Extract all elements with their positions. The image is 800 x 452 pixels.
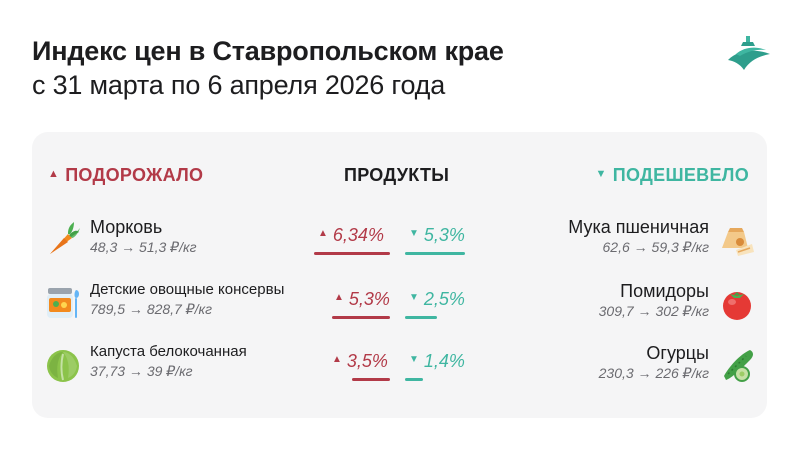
increased-item: Детские овощные консервы 789,5 → 828,7 ₽… <box>90 280 284 318</box>
carrot-icon <box>50 222 80 254</box>
increase-bar <box>332 316 390 319</box>
price-change: 37,73 → 39 ₽/кг <box>90 363 193 379</box>
page-title: Индекс цен в Ставропольском крае <box>32 36 504 66</box>
price-change: 48,3 → 51,3 ₽/кг <box>90 239 197 255</box>
triangle-up-icon: ▲ <box>318 228 328 239</box>
tomato-icon <box>723 292 751 320</box>
flour-icon <box>722 228 754 256</box>
triangle-up-icon: ▲ <box>334 292 344 303</box>
increased-column-header: ▲ ПОДОРОЖАЛО <box>48 164 203 186</box>
product-name: Мука пшеничная <box>568 217 709 237</box>
products-column-header: ПРОДУКТЫ <box>344 164 449 186</box>
products-label: ПРОДУКТЫ <box>344 165 450 185</box>
decrease-bar <box>405 378 423 381</box>
decrease-percent: ▼ 5,3% <box>409 225 465 245</box>
decreased-item: Помидоры 309,7 → 302 ₽/кг <box>599 280 709 320</box>
table-row: Морковь 48,3 → 51,3 ₽/кг ▲ 6,34% ▼ 5,3% … <box>32 216 767 266</box>
product-name: Помидоры <box>620 281 709 301</box>
triangle-down-icon: ▼ <box>595 168 607 180</box>
price-change: 789,5 → 828,7 ₽/кг <box>90 301 213 317</box>
decreased-column-header: ▼ ПОДЕШЕВЕЛО <box>596 164 749 186</box>
header: Индекс цен в Ставропольском крае с 31 ма… <box>32 34 504 102</box>
table-row: Капуста белокочанная 37,73 → 39 ₽/кг ▲ 3… <box>32 342 767 392</box>
triangle-up-icon: ▲ <box>332 354 342 365</box>
product-name: Детские овощные консервы <box>90 281 285 298</box>
decreased-item: Мука пшеничная 62,6 → 59,3 ₽/кг <box>568 216 709 256</box>
decrease-percent: ▼ 2,5% <box>409 289 465 309</box>
triangle-up-icon: ▲ <box>48 168 60 180</box>
baby-food-jar-icon <box>47 288 79 318</box>
price-change: 230,3 → 226 ₽/кг <box>598 365 709 381</box>
increased-label: ПОДОРОЖАЛО <box>65 165 204 185</box>
table-row: Детские овощные консервы 789,5 → 828,7 ₽… <box>32 280 767 330</box>
increase-percent: ▲ 6,34% <box>318 225 384 245</box>
increase-bar <box>314 252 390 255</box>
triangle-down-icon: ▼ <box>409 292 419 303</box>
triangle-down-icon: ▼ <box>409 354 419 365</box>
decrease-bar <box>405 316 437 319</box>
increase-bar <box>352 378 390 381</box>
product-name: Капуста белокочанная <box>90 343 247 360</box>
price-index-card: ▲ ПОДОРОЖАЛО ПРОДУКТЫ ▼ ПОДЕШЕВЕЛО Морко… <box>32 132 767 418</box>
product-name: Морковь <box>90 217 163 237</box>
product-name: Огурцы <box>646 343 709 363</box>
price-change: 62,6 → 59,3 ₽/кг <box>602 239 709 255</box>
price-change: 309,7 → 302 ₽/кг <box>598 303 709 319</box>
increase-percent: ▲ 3,5% <box>332 351 388 371</box>
decrease-bar <box>405 252 465 255</box>
decreased-item: Огурцы 230,3 → 226 ₽/кг <box>599 342 709 382</box>
decreased-label: ПОДЕШЕВЕЛО <box>612 165 749 185</box>
cabbage-icon <box>47 350 79 382</box>
logo-icon <box>728 36 770 70</box>
decrease-percent: ▼ 1,4% <box>409 351 465 371</box>
increased-item: Морковь 48,3 → 51,3 ₽/кг <box>90 216 196 256</box>
cucumber-icon <box>724 350 753 382</box>
increase-percent: ▲ 5,3% <box>334 289 390 309</box>
increased-item: Капуста белокочанная 37,73 → 39 ₽/кг <box>90 342 247 380</box>
triangle-down-icon: ▼ <box>409 228 419 239</box>
page-subtitle: с 31 марта по 6 апреля 2026 года <box>32 70 446 100</box>
